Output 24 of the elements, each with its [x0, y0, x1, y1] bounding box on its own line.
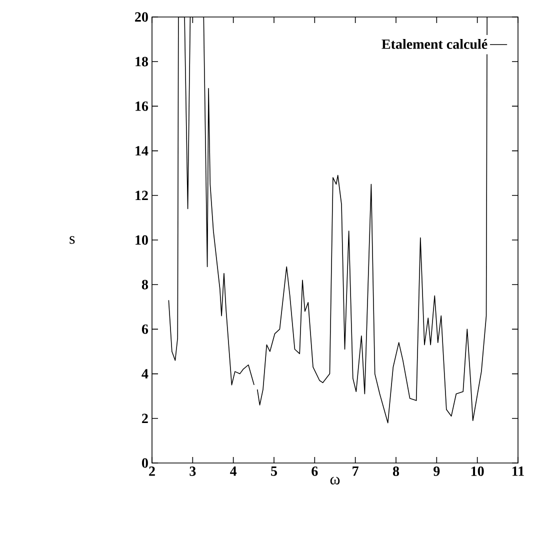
y-tick-label: 10 — [136, 235, 148, 245]
y-tick-label: 2 — [142, 414, 148, 424]
x-axis-title: ω — [330, 476, 340, 484]
y-tick-label: 20 — [135, 12, 148, 22]
x-tick-label: 3 — [190, 466, 196, 476]
y-tick-label: 4 — [142, 369, 148, 378]
y-tick-label: 8 — [142, 280, 148, 290]
x-tick-label: 11 — [512, 466, 524, 476]
y-tick-label: 12 — [136, 190, 148, 200]
x-tick-label: 6 — [312, 466, 318, 476]
y-tick-label: 16 — [136, 101, 148, 111]
y-axis-title: s — [70, 236, 75, 244]
x-tick-label: 7 — [352, 466, 358, 476]
y-tick-label: 0 — [142, 458, 148, 468]
y-tick-label: 18 — [136, 56, 148, 66]
legend-label: Etalement calculé — [382, 39, 488, 49]
x-tick-label: 10 — [471, 466, 484, 476]
x-tick-label: 9 — [434, 466, 440, 476]
x-tick-label: 2 — [149, 466, 155, 476]
x-tick-label: 4 — [230, 466, 237, 476]
y-tick-label: 6 — [142, 324, 148, 334]
x-tick-label: 5 — [271, 466, 277, 476]
x-tick-label: 8 — [392, 466, 400, 476]
y-tick-label: 14 — [136, 146, 148, 156]
